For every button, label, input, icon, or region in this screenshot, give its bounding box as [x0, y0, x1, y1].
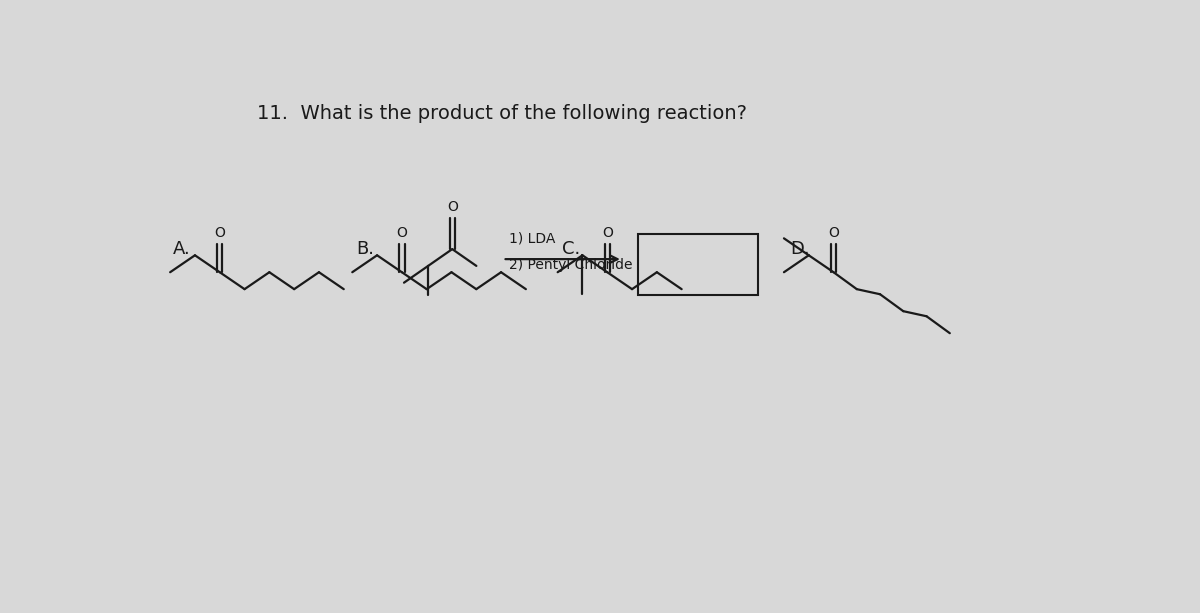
Bar	[638, 234, 758, 295]
Text: 11.  What is the product of the following reaction?: 11. What is the product of the following…	[257, 104, 746, 123]
Text: O: O	[602, 226, 613, 240]
Text: O: O	[828, 226, 839, 240]
Text: O: O	[396, 226, 407, 240]
Text: C.: C.	[562, 240, 580, 258]
Text: A.: A.	[173, 240, 191, 258]
Text: O: O	[215, 226, 226, 240]
Text: B.: B.	[356, 240, 374, 258]
Text: O: O	[446, 200, 457, 215]
Text: D.: D.	[791, 240, 810, 258]
Text: 2) Pentyl Chloride: 2) Pentyl Chloride	[509, 257, 632, 272]
Text: 1) LDA: 1) LDA	[509, 231, 556, 245]
